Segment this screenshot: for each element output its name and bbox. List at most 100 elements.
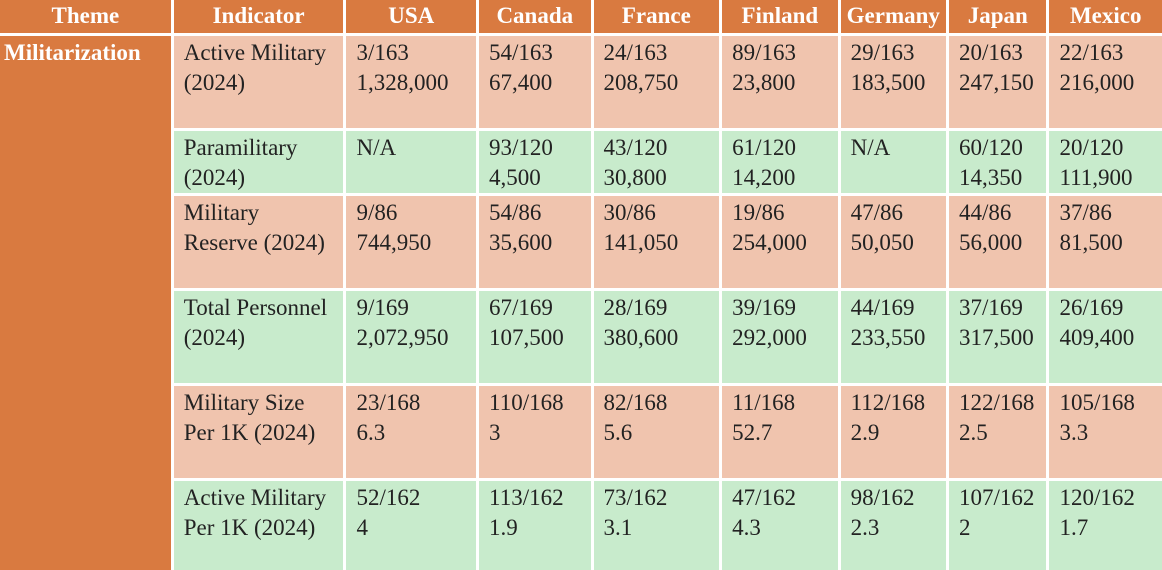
value-cell: 52/162 4: [346, 481, 477, 570]
value-cell: 3/163 1,328,000: [346, 36, 477, 128]
value-cell: N/A: [840, 131, 947, 193]
cell-line: 120/162: [1059, 485, 1135, 510]
cell-line: 60/120: [959, 135, 1023, 160]
cell-line: 112/168: [850, 390, 926, 415]
value-cell: 93/120 4,500: [479, 131, 591, 193]
cell-line: 2,072,950: [356, 325, 449, 350]
cell-line: 3.1: [603, 515, 633, 540]
table-row: Paramilitary (2024) N/A 93/120 4,500 43/120 3…: [0, 131, 1162, 193]
cell-line: 67,400: [489, 70, 553, 95]
indicator-cell: Paramilitary (2024): [173, 131, 344, 193]
cell-line: 122/168: [959, 390, 1035, 415]
cell-line: 113/162: [489, 485, 564, 510]
value-cell: 44/86 56,000: [949, 196, 1047, 288]
cell-line: 67/169: [489, 295, 553, 320]
cell-line: 30/86: [603, 200, 656, 225]
value-cell: 107/162 2: [949, 481, 1047, 570]
value-cell: 60/120 14,350: [949, 131, 1047, 193]
cell-line: 292,000: [732, 325, 807, 350]
value-cell: 89/163 23,800: [722, 36, 838, 128]
table-row: Active Military Per 1K (2024) 52/162 4 113/…: [0, 481, 1162, 570]
header-cell: Indicator: [173, 0, 344, 33]
value-cell: 73/162 3.1: [593, 481, 720, 570]
value-cell: 67/169 107,500: [479, 291, 591, 383]
table-row: Military Size Per 1K (2024) 23/168 6.3 110/…: [0, 386, 1162, 478]
cell-line: 37/86: [1059, 200, 1112, 225]
value-cell: 122/168 2.5: [949, 386, 1047, 478]
cell-line: 1.9: [489, 515, 518, 540]
cell-line: 24/163: [603, 40, 668, 65]
cell-line: 409,400: [1059, 325, 1135, 350]
cell-line: 73/162: [603, 485, 668, 510]
cell-line: 2.3: [850, 515, 880, 540]
cell-line: 54/163: [489, 40, 553, 65]
cell-line: 3.3: [1059, 420, 1089, 445]
cell-line: 233,550: [850, 325, 926, 350]
cell-line: 183,500: [850, 70, 926, 95]
cell-line: 22/163: [1059, 40, 1124, 65]
cell-line: 247,150: [959, 70, 1034, 95]
value-cell: 28/169 380,600: [593, 291, 720, 383]
cell-line: 81,500: [1059, 230, 1123, 255]
cell-line: 105/168: [1059, 390, 1135, 415]
value-cell: 47/86 50,050: [840, 196, 947, 288]
header-cell: Finland: [722, 0, 838, 33]
cell-line: 19/86: [732, 200, 785, 225]
header-cell: Theme: [0, 0, 171, 33]
cell-line: 110/168: [489, 390, 564, 415]
cell-line: 1,328,000: [356, 70, 449, 95]
indicator-cell: Military Size Per 1K (2024): [173, 386, 344, 478]
indicator-cell: Military Reserve (2024): [173, 196, 344, 288]
value-cell: 98/162 2.3: [840, 481, 947, 570]
indicator-cell: Active Military (2024): [173, 36, 344, 128]
cell-line: 14,200: [732, 165, 796, 190]
cell-line: 216,000: [1059, 70, 1135, 95]
value-cell: 22/163 216,000: [1049, 36, 1162, 128]
cell-line: 107,500: [489, 325, 564, 350]
cell-line: 54/86: [489, 200, 542, 225]
cell-line: 2.5: [959, 420, 988, 445]
cell-line: 30,800: [603, 165, 667, 190]
value-cell: 11/168 52.7: [722, 386, 838, 478]
value-cell: 20/120 111,900: [1049, 131, 1162, 193]
cell-line: 141,050: [603, 230, 679, 255]
cell-line: 35,600: [489, 230, 553, 255]
cell-line: 29/163: [850, 40, 915, 65]
cell-line: 44/169: [850, 295, 915, 320]
cell-line: 23,800: [732, 70, 796, 95]
cell-line: 9/169: [356, 295, 409, 320]
cell-line: 82/168: [603, 390, 668, 415]
value-cell: 37/86 81,500: [1049, 196, 1162, 288]
value-cell: 110/168 3: [479, 386, 591, 478]
cell-line: 14,350: [959, 165, 1023, 190]
value-cell: 113/162 1.9: [479, 481, 591, 570]
header-cell: Japan: [949, 0, 1047, 33]
cell-line: 9/86: [356, 200, 398, 225]
value-cell: 26/169 409,400: [1049, 291, 1162, 383]
value-cell: 19/86 254,000: [722, 196, 838, 288]
value-cell: 54/86 35,600: [479, 196, 591, 288]
cell-line: 56,000: [959, 230, 1023, 255]
cell-line: 380,600: [603, 325, 679, 350]
cell-line: 52.7: [732, 420, 773, 445]
theme-cell: Militarization: [0, 36, 171, 570]
value-cell: 61/120 14,200: [722, 131, 838, 193]
value-cell: 37/169 317,500: [949, 291, 1047, 383]
cell-line: 20/163: [959, 40, 1023, 65]
cell-line: 39/169: [732, 295, 796, 320]
cell-line: 47/162: [732, 485, 796, 510]
cell-line: 52/162: [356, 485, 421, 510]
cell-line: 98/162: [850, 485, 915, 510]
cell-line: 2: [959, 515, 971, 540]
cell-line: 20/120: [1059, 135, 1124, 160]
value-cell: 20/163 247,150: [949, 36, 1047, 128]
value-cell: N/A: [346, 131, 477, 193]
value-cell: 112/168 2.9: [840, 386, 947, 478]
header-cell: USA: [346, 0, 477, 33]
cell-line: 208,750: [603, 70, 679, 95]
cell-line: 47/86: [850, 200, 903, 225]
cell-line: 254,000: [732, 230, 807, 255]
cell-line: 37/169: [959, 295, 1023, 320]
